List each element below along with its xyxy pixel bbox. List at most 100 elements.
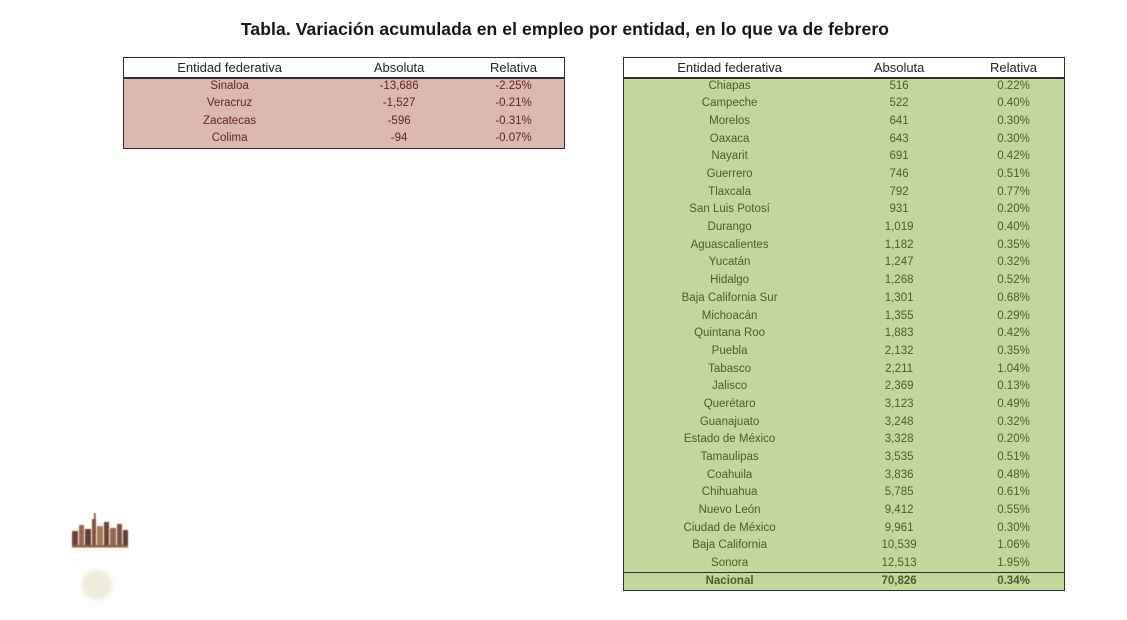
table-cell: 0.34% [963, 572, 1065, 591]
table-cell: 0.35% [963, 342, 1065, 361]
table-cell: 0.13% [963, 378, 1065, 396]
table-row: Oaxaca 643 0.30% [623, 130, 1065, 149]
table-cell: Michoacán [623, 307, 836, 326]
table-row: Durango 1,019 0.40% [623, 219, 1065, 237]
table-cell: Hidalgo [623, 272, 836, 290]
table-cell: 9,412 [835, 502, 964, 520]
table-cell: Nayarit [623, 148, 836, 166]
table-row: Puebla 2,132 0.35% [623, 342, 1065, 361]
table-cell: 1,883 [835, 325, 964, 343]
table-cell: 0.51% [963, 448, 1065, 467]
table-cell: Durango [623, 219, 836, 237]
table-cell: Coahuila [623, 466, 836, 485]
table-cell: 3,836 [835, 466, 964, 485]
table-cell: Morelos [623, 112, 836, 131]
table-cell: Campeche [623, 95, 836, 113]
table-cell: 2,369 [835, 378, 964, 396]
table-cell: 2,132 [835, 342, 964, 361]
table-cell: 0.30% [963, 112, 1065, 131]
table-cell: Chiapas [623, 77, 836, 96]
table-cell: Zacatecas [123, 112, 336, 131]
table-cell: Querétaro [623, 395, 836, 414]
table-cell: 1,247 [835, 254, 964, 273]
table-cell: 10,539 [835, 537, 964, 556]
table-cell: 1,182 [835, 236, 964, 255]
table-row: Nuevo León 9,412 0.55% [623, 502, 1065, 520]
table-row: Aguascalientes 1,182 0.35% [623, 236, 1065, 255]
table-cell: 0.32% [963, 254, 1065, 273]
table-cell: 0.40% [963, 95, 1065, 113]
table-cell: 522 [835, 95, 964, 113]
table-cell: Veracruz [123, 95, 336, 113]
city-skyline-logo [72, 513, 128, 548]
table-cell: 641 [835, 112, 964, 131]
table-row: Nacional 70,826 0.34% [623, 572, 1065, 591]
table-cell: 0.61% [963, 484, 1065, 502]
column-header-entidad: Entidad federativa [123, 57, 336, 79]
table-row: Guerrero 746 0.51% [623, 165, 1065, 184]
table-row: Baja California 10,539 1.06% [623, 537, 1065, 556]
table-row: Morelos 641 0.30% [623, 112, 1065, 131]
column-header-absoluta: Absoluta [335, 57, 464, 79]
table-cell: 0.30% [963, 130, 1065, 149]
table-cell: 1.95% [963, 555, 1065, 573]
table-cell: 0.51% [963, 165, 1065, 184]
table-cell: 3,328 [835, 431, 964, 449]
table-cell: 2,211 [835, 360, 964, 379]
table-cell: 3,535 [835, 448, 964, 467]
table-cell: Quintana Roo [623, 325, 836, 343]
table-cell: 1,355 [835, 307, 964, 326]
table-cell: -596 [335, 112, 464, 131]
table-cell: Baja California [623, 537, 836, 556]
slide-title: Tabla. Variación acumulada en el empleo … [240, 19, 890, 39]
table-cell: 1,019 [835, 219, 964, 237]
watermark-circle [82, 570, 112, 600]
table-cell: 0.68% [963, 289, 1065, 308]
table-row: Guanajuato 3,248 0.32% [623, 413, 1065, 432]
table-cell: Puebla [623, 342, 836, 361]
table-cell: Aguascalientes [623, 236, 836, 255]
table-cell: Yucatán [623, 254, 836, 273]
table-cell: -1,527 [335, 95, 464, 113]
table-cell: 0.22% [963, 77, 1065, 96]
column-header-absoluta: Absoluta [835, 57, 964, 79]
table-cell: 792 [835, 183, 964, 202]
table-cell: Estado de México [623, 431, 836, 449]
column-header-relativa: Relativa [463, 57, 565, 79]
table-cell: 0.42% [963, 148, 1065, 166]
table-row: Jalisco 2,369 0.13% [623, 378, 1065, 396]
table-cell: 1,301 [835, 289, 964, 308]
table-row: Michoacán 1,355 0.29% [623, 307, 1065, 326]
table-cell: -0.31% [463, 112, 565, 131]
table-cell: 0.20% [963, 201, 1065, 219]
table-cell: -13,686 [335, 77, 464, 96]
table-cell: Baja California Sur [623, 289, 836, 308]
table-cell: 1.06% [963, 537, 1065, 556]
table-cell: 0.40% [963, 219, 1065, 237]
table-row: Chihuahua 5,785 0.61% [623, 484, 1065, 502]
table-row: Zacatecas -596 -0.31% [123, 112, 565, 131]
table-cell: 516 [835, 77, 964, 96]
table-cell: 5,785 [835, 484, 964, 502]
table-cell: 691 [835, 148, 964, 166]
positive-variation-table: Entidad federativa Absoluta Relativa Chi… [623, 57, 1065, 591]
table-cell: Guanajuato [623, 413, 836, 432]
table-cell: 643 [835, 130, 964, 149]
table-cell: 0.42% [963, 325, 1065, 343]
table-cell: 0.20% [963, 431, 1065, 449]
table-cell: -2.25% [463, 77, 565, 96]
table-row: Campeche 522 0.40% [623, 95, 1065, 113]
table-row: Tabasco 2,211 1.04% [623, 360, 1065, 379]
column-header-entidad: Entidad federativa [623, 57, 836, 79]
table-cell: Jalisco [623, 378, 836, 396]
table-cell: 0.52% [963, 272, 1065, 290]
table-cell: 0.32% [963, 413, 1065, 432]
table-cell: Colima [123, 130, 336, 149]
table-cell: -94 [335, 130, 464, 149]
table-row: Estado de México 3,328 0.20% [623, 431, 1065, 449]
table-cell: -0.07% [463, 130, 565, 149]
table-cell: 0.77% [963, 183, 1065, 202]
negative-variation-table: Entidad federativa Absoluta Relativa Sin… [123, 57, 565, 149]
table-cell: Nacional [623, 572, 836, 591]
table-cell: San Luis Potosí [623, 201, 836, 219]
